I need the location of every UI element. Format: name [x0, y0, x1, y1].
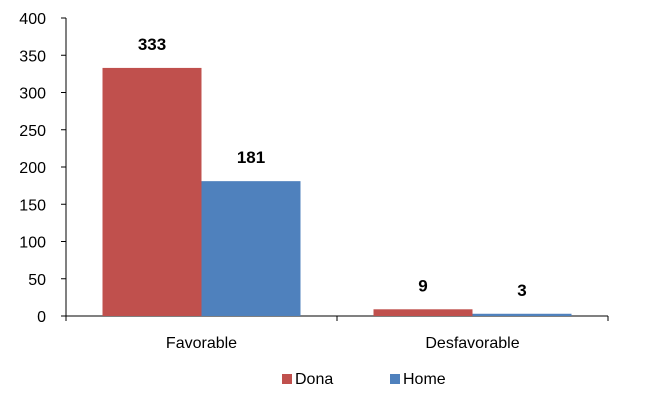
x-category-label: Favorable [166, 335, 237, 352]
bar-home [201, 181, 301, 316]
legend-label-home: Home [403, 371, 446, 388]
y-tick-label: 400 [19, 11, 46, 28]
y-axis: 0 50 100 150 200 250 300 350 400 [19, 11, 67, 326]
data-label: 9 [418, 276, 427, 295]
data-label: 181 [237, 148, 265, 167]
y-tick-label: 300 [19, 86, 46, 103]
bars [102, 67, 572, 316]
y-tick-label: 200 [19, 160, 46, 177]
y-tick-label: 350 [19, 48, 46, 65]
y-tick-label: 250 [19, 123, 46, 140]
y-tick-label: 100 [19, 235, 46, 252]
y-tick-label: 0 [37, 309, 46, 326]
bar-dona [373, 309, 473, 316]
bar-home [472, 313, 572, 316]
legend-label-dona: Dona [295, 371, 333, 388]
x-axis: Favorable Desfavorable [65, 315, 609, 352]
data-label: 333 [138, 35, 166, 54]
legend-swatch-home [390, 374, 400, 384]
y-tick-label: 150 [19, 197, 46, 214]
y-tick-label: 50 [28, 272, 46, 289]
data-label: 3 [517, 281, 526, 300]
legend-swatch-dona [282, 374, 292, 384]
legend: Dona Home [282, 371, 446, 388]
bar-dona [102, 67, 202, 316]
data-labels: 333 9 181 3 [138, 35, 527, 300]
x-category-label: Desfavorable [425, 335, 519, 352]
